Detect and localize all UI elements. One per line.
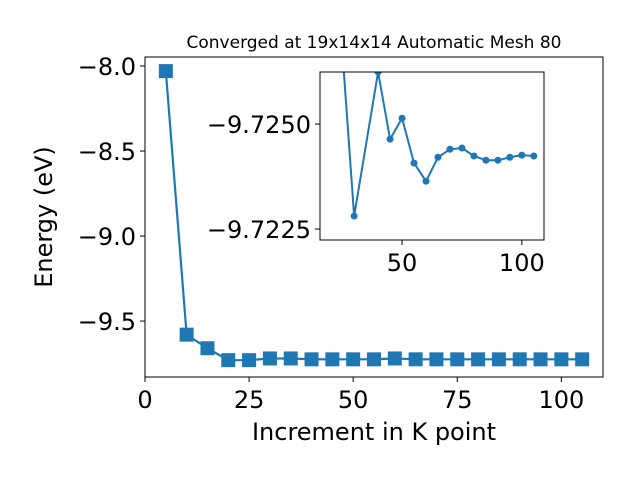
marker [410,159,418,167]
marker [494,156,502,164]
x-tick-label: 0 [137,386,152,414]
y-tick-label: −9.7225 [207,216,311,244]
x-tick-label: 75 [442,386,473,414]
marker [506,153,514,161]
axes-frame [144,56,604,378]
marker [458,144,466,152]
marker [346,352,361,367]
marker [530,152,538,160]
x-tick-label: 50 [387,249,418,277]
marker [304,352,319,367]
y-tick-label: −9.7250 [207,111,311,139]
x-tick-label: 100 [538,386,584,414]
marker [554,352,569,367]
marker [386,135,394,143]
marker [408,352,423,367]
plot-area [342,72,538,220]
marker [471,352,486,367]
marker [446,145,454,153]
marker [283,351,298,366]
marker [470,152,478,160]
y-tick-label: −8.0 [78,53,136,81]
marker [374,72,382,76]
x-axis-label: Increment in K point [252,418,496,446]
chart-title: Converged at 19x14x14 Automatic Mesh 80 [187,33,562,53]
marker [482,156,490,164]
marker [262,351,277,366]
y-axis-label: Energy (eV) [30,146,58,288]
marker [434,153,442,161]
marker [387,351,402,366]
marker [491,352,506,367]
marker [422,177,430,185]
marker [200,341,215,356]
marker [450,352,465,367]
y-tick-label: −9.0 [78,223,136,251]
x-tick-label: 25 [234,386,265,414]
marker [179,327,194,342]
marker [575,352,590,367]
marker [350,212,358,220]
plot-area [158,64,590,368]
y-tick-label: −9.5 [78,308,136,336]
marker [429,352,444,367]
marker [221,353,236,368]
x-tick-label: 50 [338,386,369,414]
marker [242,353,257,368]
marker [158,64,173,79]
marker [325,352,340,367]
marker [518,151,526,159]
y-tick-label: −8.5 [78,138,136,166]
axes-frame [319,71,545,241]
marker [367,352,381,367]
x-tick-label: 100 [499,249,545,277]
marker [512,352,527,367]
marker [533,352,548,367]
marker [398,114,406,122]
